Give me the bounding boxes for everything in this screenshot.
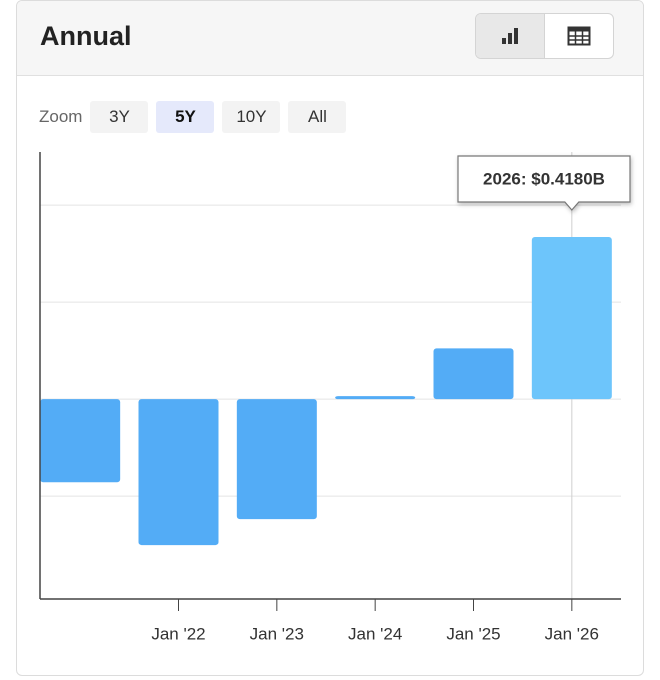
table-icon bbox=[567, 26, 591, 46]
zoom-button[interactable]: 3Y bbox=[90, 101, 149, 133]
zoom-button[interactable]: 5Y bbox=[156, 101, 215, 133]
zoom-button[interactable]: 10Y bbox=[222, 101, 281, 133]
zoom-button[interactable]: All bbox=[288, 101, 347, 133]
x-tick-label: Jan '22 bbox=[151, 624, 205, 643]
bar bbox=[40, 399, 121, 483]
tooltip: 2026: $0.4180B bbox=[483, 169, 605, 188]
x-tick-label: Jan '23 bbox=[250, 624, 304, 643]
bar bbox=[138, 399, 219, 546]
x-tick-label: Jan '24 bbox=[348, 624, 402, 643]
tooltip-box bbox=[457, 155, 631, 211]
chart-view-button[interactable] bbox=[476, 14, 545, 58]
zoom-label: Zoom bbox=[39, 107, 83, 126]
table-view-button[interactable] bbox=[545, 14, 613, 58]
bar bbox=[335, 396, 416, 400]
bars bbox=[40, 236, 612, 546]
x-tick-label: Jan '26 bbox=[545, 624, 599, 643]
zoom-bar: Zoom 3Y 5Y 10Y All bbox=[39, 101, 354, 133]
header: Annual bbox=[17, 1, 643, 76]
bar bbox=[433, 348, 514, 400]
bar bbox=[236, 399, 317, 520]
bar-icon bbox=[502, 28, 518, 44]
card: Annual Zoom 3Y 5Y 10Y All bbox=[16, 0, 644, 676]
bar bbox=[531, 236, 612, 400]
x-tick-label: Jan '25 bbox=[446, 624, 500, 643]
title: Annual bbox=[40, 21, 132, 51]
view-toggle bbox=[475, 13, 614, 59]
